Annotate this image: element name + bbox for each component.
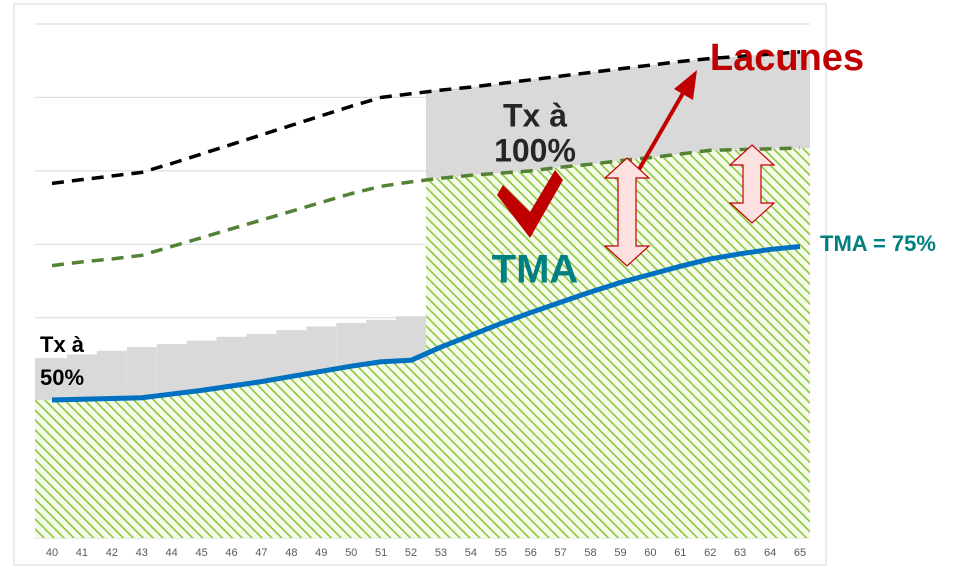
x-tick-label: 40 <box>46 547 58 559</box>
annotation: 50% <box>40 365 84 390</box>
x-tick-label: 48 <box>285 547 297 559</box>
x-tick-label: 43 <box>136 547 148 559</box>
x-tick-label: 54 <box>465 547 477 559</box>
x-tick-label: 61 <box>674 547 686 559</box>
x-tick-label: 65 <box>794 547 806 559</box>
x-tick-label: 55 <box>495 547 507 559</box>
x-tick-label: 59 <box>614 547 626 559</box>
x-tick-label: 42 <box>106 547 118 559</box>
line-series <box>51 244 801 403</box>
annotation: TMA = 75% <box>820 231 936 256</box>
x-tick-label: 53 <box>435 547 447 559</box>
x-tick-label: 44 <box>166 547 178 559</box>
gap-area <box>426 51 810 179</box>
x-tick-label: 47 <box>255 547 267 559</box>
gap-arrow <box>728 144 776 224</box>
annotation: Lacunes <box>710 37 864 79</box>
annotation: 100% <box>494 132 576 168</box>
line-series <box>51 50 801 186</box>
x-tick-label: 50 <box>345 547 357 559</box>
x-axis: 40 41 42 43 44 45 46 47 48 49 50 51 52 53 54 55 56 57 58 59… <box>46 547 806 559</box>
line-series <box>51 146 801 268</box>
x-tick-label: 63 <box>734 547 746 559</box>
x-tick-label: 64 <box>764 547 776 559</box>
x-tick-label: 56 <box>525 547 537 559</box>
x-tick-label: 41 <box>76 547 88 559</box>
annotation: Tx à <box>503 97 567 133</box>
x-tick-label: 58 <box>584 547 596 559</box>
x-tick-label: 49 <box>315 547 327 559</box>
lines <box>51 50 801 403</box>
x-tick-label: 45 <box>195 547 207 559</box>
arrow-head <box>674 70 697 100</box>
x-tick-label: 60 <box>644 547 656 559</box>
x-tick-label: 57 <box>555 547 567 559</box>
annotation: TMA <box>492 248 579 292</box>
gap-arrow <box>603 157 651 267</box>
x-tick-label: 62 <box>704 547 716 559</box>
x-tick-label: 51 <box>375 547 387 559</box>
check-mark <box>497 170 563 238</box>
x-tick-label: 46 <box>225 547 237 559</box>
x-tick-label: 52 <box>405 547 417 559</box>
annotation: Tx à <box>40 332 85 357</box>
